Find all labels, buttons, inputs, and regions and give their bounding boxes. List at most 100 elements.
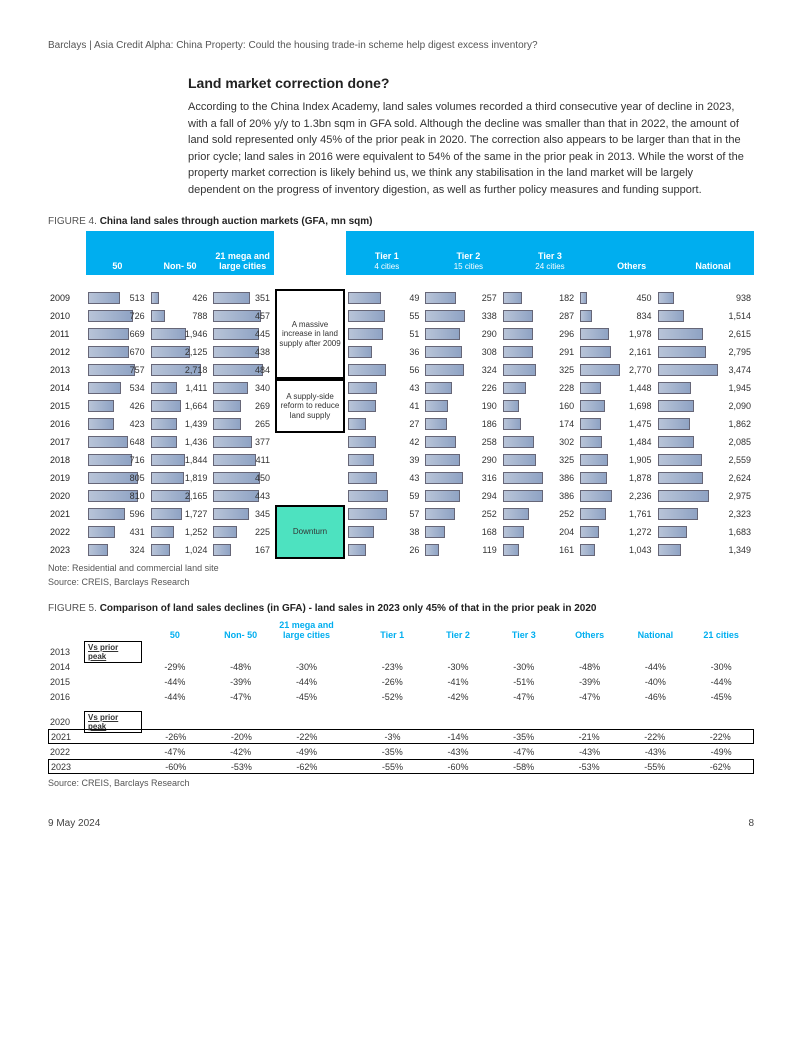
data-cell: -55%	[622, 762, 688, 772]
year-label: 2022	[48, 747, 84, 757]
year-label: 2014	[48, 383, 86, 393]
data-cell: 2,125	[149, 343, 212, 361]
col-header: National	[672, 231, 754, 275]
data-cell: -60%	[143, 762, 209, 772]
data-cell: -26%	[143, 732, 209, 742]
data-cell: 42	[346, 433, 423, 451]
data-cell: 1,272	[578, 523, 655, 541]
data-cell: 340	[211, 379, 274, 397]
data-row: 2010726788457553382878341,514	[48, 307, 754, 325]
data-cell: 226	[423, 379, 500, 397]
col-header: Tier 2	[425, 631, 491, 641]
data-cell: 182	[501, 289, 578, 307]
data-cell: 431	[86, 523, 149, 541]
col-header: Tier 324 cities	[509, 231, 591, 275]
data-row: 20176481,436377422583021,4842,085	[48, 433, 754, 451]
data-row: 2023-60%-53%-62%-55%-60%-58%-53%-55%-62%	[48, 759, 754, 774]
data-cell: 3,474	[656, 361, 754, 379]
data-cell: 1,436	[149, 433, 212, 451]
year-label: 2021	[49, 732, 85, 742]
data-cell: 2,165	[149, 487, 212, 505]
data-cell: 2,085	[656, 433, 754, 451]
data-cell: -46%	[622, 692, 688, 702]
data-cell: 324	[423, 361, 500, 379]
data-cell: 513	[86, 289, 149, 307]
figure5-num: FIGURE 5.	[48, 603, 97, 614]
data-cell: -53%	[209, 762, 275, 772]
data-cell: 41	[346, 397, 423, 415]
data-cell: 338	[423, 307, 500, 325]
data-cell: -42%	[425, 692, 491, 702]
data-cell: 160	[501, 397, 578, 415]
data-row: 20116691,946445512902961,9782,615	[48, 325, 754, 343]
data-cell: 1,978	[578, 325, 655, 343]
data-cell: 457	[211, 307, 274, 325]
data-row: 20145341,411340432262281,4481,945	[48, 379, 754, 397]
data-cell: 484	[211, 361, 274, 379]
data-cell: 1,819	[149, 469, 212, 487]
data-row: 2014-29%-48%-30%-23%-30%-30%-48%-44%-30%	[48, 659, 754, 674]
data-cell: 438	[211, 343, 274, 361]
data-cell: 788	[149, 307, 212, 325]
data-row: 20164231,439265271861741,4751,862	[48, 415, 754, 433]
data-cell: 302	[501, 433, 578, 451]
data-cell: -39%	[557, 677, 623, 687]
data-cell: -58%	[491, 762, 557, 772]
data-row: 2016-44%-47%-45%-52%-42%-47%-47%-46%-45%	[48, 689, 754, 704]
figure5-caption: FIGURE 5. Comparison of land sales decli…	[48, 603, 754, 614]
data-row: 20126702,125438363082912,1612,795	[48, 343, 754, 361]
data-cell: 411	[211, 451, 274, 469]
data-cell: 1,945	[656, 379, 754, 397]
col-header: 50	[142, 631, 208, 641]
annotation-1: A massive increase in land supply after …	[275, 289, 345, 379]
col-header: 21 cities	[688, 631, 754, 641]
data-cell: 1,683	[656, 523, 754, 541]
col-header: Tier 14 cities	[346, 231, 428, 275]
data-cell: 49	[346, 289, 423, 307]
data-cell: 316	[423, 469, 500, 487]
data-cell: 1,043	[578, 541, 655, 559]
data-cell: 669	[86, 325, 149, 343]
data-cell: 1,439	[149, 415, 212, 433]
data-cell: 290	[423, 451, 500, 469]
data-cell: 324	[86, 541, 149, 559]
data-cell: -43%	[622, 747, 688, 757]
data-row: 20154261,664269411901601,6982,090	[48, 397, 754, 415]
data-cell: -30%	[491, 662, 557, 672]
annotation-2: A supply-side reform to reduce land supp…	[275, 379, 345, 433]
data-cell: -35%	[359, 747, 425, 757]
data-cell: 167	[211, 541, 274, 559]
data-cell: 450	[211, 469, 274, 487]
year-label: 2023	[49, 762, 85, 772]
data-cell: 252	[423, 505, 500, 523]
data-cell: -22%	[688, 732, 754, 742]
figure5-source: Source: CREIS, Barclays Research	[48, 778, 754, 788]
col-header: Tier 215 cities	[428, 231, 510, 275]
year-label: 2015	[48, 401, 86, 411]
data-cell: 1,252	[149, 523, 212, 541]
data-cell: 834	[578, 307, 655, 325]
data-cell: 190	[423, 397, 500, 415]
figure5-title: Comparison of land sales declines (in GF…	[100, 603, 597, 614]
data-cell: -52%	[359, 692, 425, 702]
data-cell: -39%	[208, 677, 274, 687]
body-paragraph: According to the China Index Academy, la…	[188, 99, 744, 198]
data-cell: 26	[346, 541, 423, 559]
data-cell: 2,615	[656, 325, 754, 343]
data-cell: 2,718	[149, 361, 212, 379]
data-cell: 308	[423, 343, 500, 361]
year-label: 2012	[48, 347, 86, 357]
data-cell: 445	[211, 325, 274, 343]
data-cell: 1,761	[578, 505, 655, 523]
data-row: 20224311,252225381682041,2721,683	[48, 523, 754, 541]
data-cell: -30%	[688, 662, 754, 672]
figure5-table: 50Non- 5021 mega and large citiesTier 1T…	[48, 618, 754, 774]
data-cell: 1,727	[149, 505, 212, 523]
data-cell: 1,862	[656, 415, 754, 433]
figure4-rows: 2009513426351492571824509382010726788457…	[48, 289, 754, 559]
data-cell: 648	[86, 433, 149, 451]
data-cell: -35%	[491, 732, 557, 742]
data-cell: 670	[86, 343, 149, 361]
data-cell: 2,559	[656, 451, 754, 469]
data-cell: -44%	[142, 677, 208, 687]
